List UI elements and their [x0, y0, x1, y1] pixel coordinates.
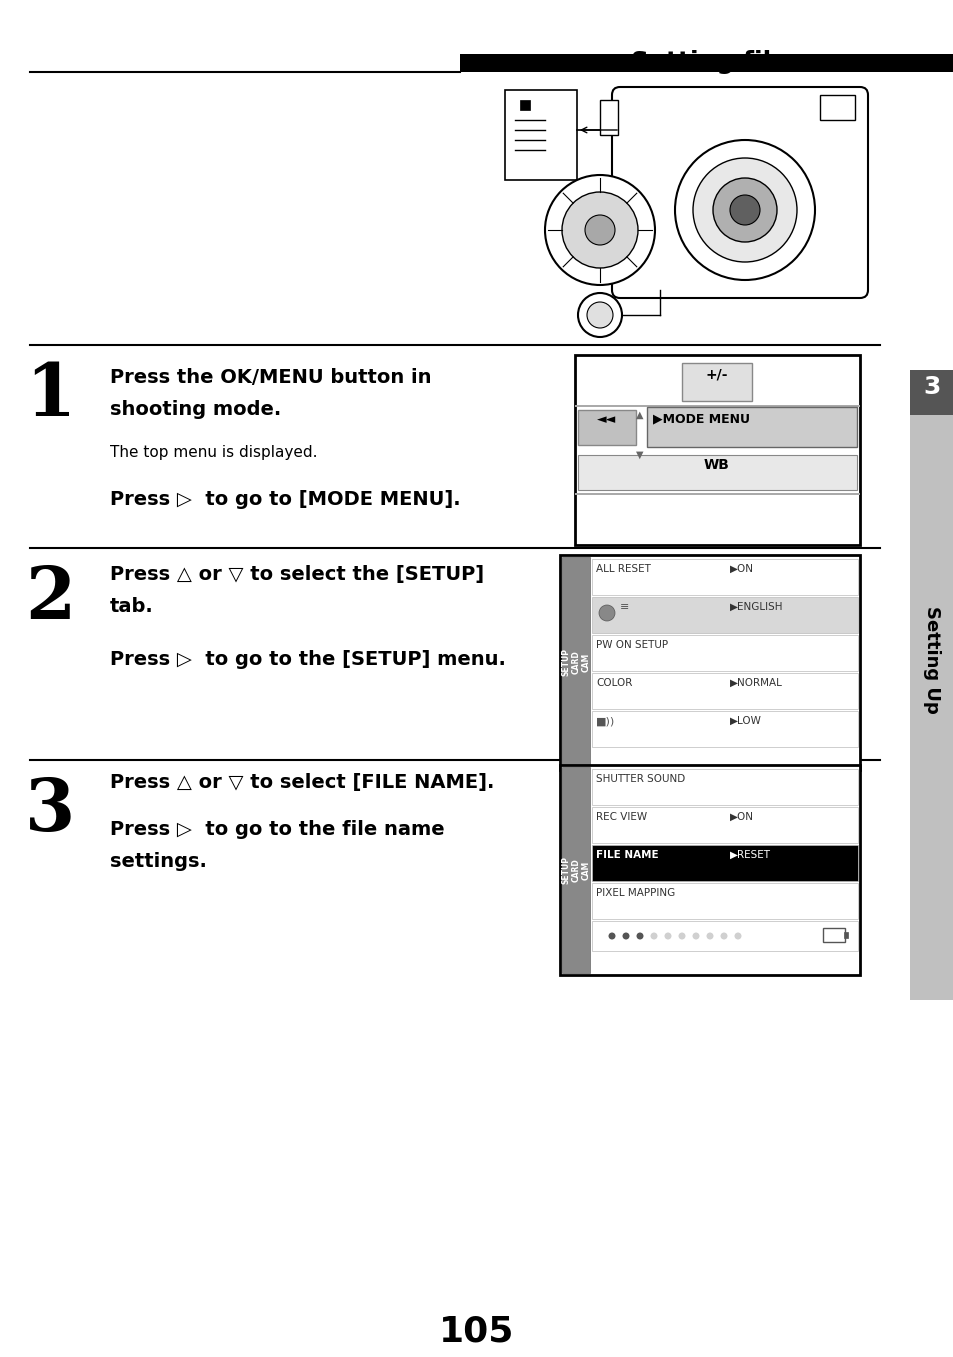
Text: WB: WB [703, 459, 729, 472]
Text: 2: 2 [25, 563, 75, 634]
FancyBboxPatch shape [612, 87, 867, 299]
Circle shape [544, 175, 655, 285]
Circle shape [706, 932, 713, 939]
Bar [575, 356, 859, 546]
Text: ▶RESET: ▶RESET [729, 849, 770, 860]
Text: SCENE: SCENE [587, 216, 612, 224]
Circle shape [578, 293, 621, 337]
Text: ◄◄: ◄◄ [597, 413, 616, 426]
Bar [578, 410, 636, 445]
Text: ▲: ▲ [636, 410, 643, 421]
Text: ▶ON: ▶ON [729, 811, 753, 822]
Bar [843, 932, 847, 938]
Bar [592, 635, 857, 670]
Bar [519, 100, 530, 110]
Circle shape [586, 303, 613, 328]
Text: OK: OK [593, 308, 606, 316]
Text: ■)): ■)) [596, 716, 615, 726]
Text: Press △ or ▽ to select [FILE NAME].: Press △ or ▽ to select [FILE NAME]. [110, 773, 494, 792]
Text: 3: 3 [923, 375, 940, 399]
Text: ▶ON: ▶ON [729, 565, 753, 574]
Text: PIXEL MAPPING: PIXEL MAPPING [596, 887, 675, 898]
Text: ▶LOW: ▶LOW [729, 716, 761, 726]
Text: Press △ or ▽ to select the [SETUP]: Press △ or ▽ to select the [SETUP] [110, 565, 483, 584]
Text: +/-: +/- [705, 366, 727, 381]
Text: Setting Up: Setting Up [923, 607, 940, 714]
Bar [559, 555, 859, 769]
Text: Press the OK/MENU button in: Press the OK/MENU button in [110, 368, 431, 387]
Bar [592, 673, 857, 708]
Bar [575, 404, 859, 407]
Bar [909, 370, 953, 1000]
Bar [578, 455, 856, 490]
Text: 105: 105 [438, 1315, 515, 1349]
Circle shape [729, 195, 760, 225]
Text: The top menu is displayed.: The top menu is displayed. [110, 445, 317, 460]
Bar [822, 928, 844, 942]
Bar [592, 921, 857, 951]
Circle shape [692, 157, 796, 262]
Circle shape [622, 932, 629, 939]
Text: PW ON SETUP: PW ON SETUP [596, 641, 667, 650]
Bar [681, 364, 751, 402]
Bar [575, 493, 859, 495]
Bar [909, 370, 953, 415]
Bar [559, 765, 859, 974]
Bar [592, 807, 857, 843]
Circle shape [650, 932, 657, 939]
Circle shape [584, 214, 615, 246]
Circle shape [678, 932, 685, 939]
Text: 1: 1 [25, 360, 75, 432]
Circle shape [636, 932, 643, 939]
Text: SETUP
CARD
CAM: SETUP CARD CAM [560, 649, 590, 676]
Bar [592, 883, 857, 919]
Text: ≡: ≡ [596, 318, 603, 327]
Text: COLOR: COLOR [596, 678, 632, 688]
Text: Press ▷  to go to the file name: Press ▷ to go to the file name [110, 820, 444, 839]
Circle shape [598, 605, 615, 622]
Text: ALL RESET: ALL RESET [596, 565, 650, 574]
Text: tab.: tab. [110, 597, 153, 616]
Circle shape [692, 932, 699, 939]
Text: ≡: ≡ [619, 603, 629, 612]
Bar [504, 90, 577, 180]
Bar [592, 597, 857, 632]
Circle shape [675, 140, 814, 280]
Bar [592, 559, 857, 594]
Text: ▶MODE MENU: ▶MODE MENU [652, 413, 749, 425]
Circle shape [561, 191, 638, 267]
Text: Setting file names: Setting file names [631, 50, 889, 75]
Text: ▶NORMAL: ▶NORMAL [729, 678, 782, 688]
Text: 3: 3 [25, 775, 75, 845]
Bar [599, 100, 618, 134]
Text: SETUP
CARD
CAM: SETUP CARD CAM [560, 856, 590, 883]
Bar [561, 767, 589, 973]
Circle shape [720, 932, 727, 939]
Circle shape [664, 932, 671, 939]
Text: ▼: ▼ [636, 451, 643, 460]
Text: Press ▷  to go to [MODE MENU].: Press ▷ to go to [MODE MENU]. [110, 490, 460, 509]
Circle shape [608, 932, 615, 939]
Text: FILE NAME: FILE NAME [596, 849, 658, 860]
Bar [646, 407, 856, 446]
Bar [459, 54, 953, 72]
Bar [592, 845, 857, 881]
Text: Press ▷  to go to the [SETUP] menu.: Press ▷ to go to the [SETUP] menu. [110, 650, 505, 669]
Bar [820, 95, 854, 119]
Circle shape [734, 932, 740, 939]
Text: settings.: settings. [110, 852, 207, 871]
Text: shooting mode.: shooting mode. [110, 400, 281, 419]
Bar [592, 769, 857, 805]
Bar [561, 556, 589, 768]
Bar [592, 711, 857, 746]
Text: SHUTTER SOUND: SHUTTER SOUND [596, 773, 684, 784]
Circle shape [712, 178, 776, 242]
Text: REC VIEW: REC VIEW [596, 811, 646, 822]
Text: ▶ENGLISH: ▶ENGLISH [729, 603, 782, 612]
